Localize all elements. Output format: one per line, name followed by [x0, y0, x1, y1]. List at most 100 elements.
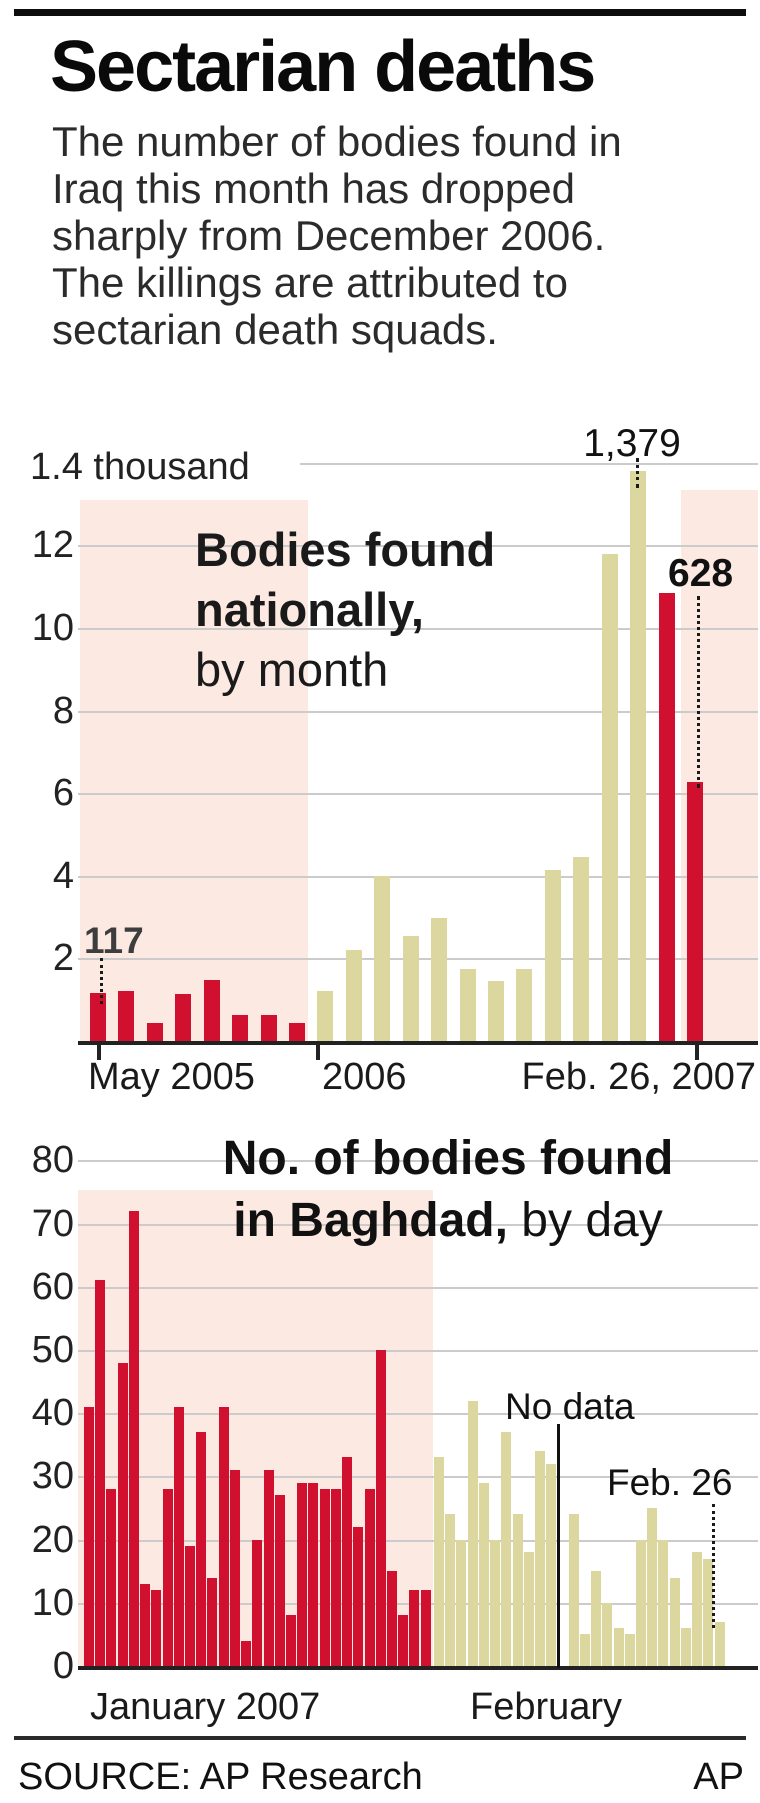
chart1-y-axis-unit-label: 1.4 thousand [30, 446, 250, 488]
source-credit: SOURCE: AP Research [18, 1756, 423, 1798]
bar-february-day-16 [602, 1603, 613, 1666]
bar-january-day-26 [364, 1489, 375, 1666]
bar-June-2005 [118, 991, 134, 1041]
bar-january-day-13 [218, 1407, 229, 1666]
intro-line: The number of bodies found in [52, 118, 622, 165]
chart1-title-line2: nationally, [195, 583, 424, 636]
bar-january-day-7 [151, 1590, 162, 1666]
bar-january-day-2 [95, 1280, 106, 1666]
chart1-y-tick-label-6: 6 [52, 772, 74, 814]
bar-february-day-23 [680, 1628, 691, 1666]
chart1-y-tick-label-12: 12 [31, 524, 74, 566]
intro-line: sectarian death squads. [52, 306, 498, 353]
chart1-x-label-2006: 2006 [322, 1056, 407, 1098]
chart1-tick-feb2007 [695, 1045, 699, 1060]
bar-january-day-21 [308, 1483, 319, 1666]
annotation-no-data: No data [505, 1386, 635, 1427]
annotation-117-leader-line [100, 958, 103, 1004]
bar-january-day-8 [162, 1489, 173, 1666]
bar-June-2006 [460, 969, 476, 1041]
bar-february-day-26 [714, 1622, 725, 1666]
bar-january-day-23 [330, 1489, 341, 1666]
bar-january-day-22 [319, 1489, 330, 1666]
bar-July-2005 [147, 1023, 163, 1041]
bar-january-day-18 [274, 1495, 285, 1666]
bar-february-day-14 [579, 1634, 590, 1666]
annotation-628: 628 [668, 552, 734, 595]
chart1-title: Bodies found nationally, by month [195, 520, 495, 700]
chart2-gridline-80 [78, 1160, 758, 1162]
bar-february-day-21 [658, 1540, 669, 1666]
bar-february-day-8 [512, 1514, 523, 1666]
chart1-y-tick-label-4: 4 [52, 855, 74, 897]
bar-february-day-5 [478, 1483, 489, 1666]
bar-january-day-10 [185, 1546, 195, 1666]
annotation-feb26-leader-line [712, 1504, 715, 1628]
intro-line: Iraq this month has dropped [52, 165, 575, 212]
bar-january-day-11 [196, 1432, 207, 1666]
bar-february-day-24 [692, 1552, 703, 1666]
bar-january-day-4 [117, 1363, 128, 1666]
bar-Nov--2006 [602, 554, 618, 1041]
bar-january-day-15 [241, 1641, 252, 1666]
bar-february-day-4 [467, 1401, 478, 1666]
bar-february-day-6 [490, 1540, 501, 1666]
chart2-gridline-50 [78, 1350, 758, 1352]
bar-february-day-1 [434, 1457, 444, 1666]
bar-january-day-20 [297, 1483, 308, 1666]
chart2-x-label-january: January 2007 [90, 1686, 321, 1728]
bar-Sept--2005 [204, 980, 220, 1041]
chart1-gridline-1400 [300, 463, 758, 465]
bar-May-2006 [431, 918, 447, 1041]
chart2-gridline-60 [78, 1287, 758, 1289]
chart2-title-line2-regular: by day [507, 1194, 663, 1247]
bar-Nov--2005 [261, 1015, 277, 1041]
bar-Jan--2007 [659, 593, 675, 1041]
bar-january-day-30 [409, 1590, 420, 1666]
chart2-y-tick-label-20: 20 [31, 1519, 74, 1561]
chart1-gridline-400 [78, 876, 758, 878]
chart1-highlight-band-2005 [80, 500, 308, 1043]
bar-february-day-22 [669, 1578, 680, 1666]
chart2-y-tick-label-60: 60 [31, 1266, 74, 1308]
chart1-x-axis [78, 1041, 758, 1045]
chart1-x-label-feb26-2007: Feb. 26, 2007 [521, 1056, 756, 1098]
bar-february-day-18 [624, 1634, 635, 1666]
bar-january-day-17 [263, 1470, 274, 1666]
chart1-tick-may2005 [97, 1045, 101, 1060]
bar-february-day-15 [591, 1571, 602, 1666]
bar-february-day-25 [703, 1559, 714, 1666]
chart1-title-line1: Bodies found [195, 523, 496, 576]
annotation-1379: 1,379 [583, 422, 681, 465]
bar-Oct--2005 [232, 1015, 248, 1041]
chart2-y-tick-label-80: 80 [31, 1139, 74, 1181]
bar-Aug--2006 [516, 969, 532, 1041]
bar-january-day-27 [375, 1350, 386, 1666]
chart2-y-tick-label-70: 70 [31, 1203, 74, 1245]
bar-Sept--2006 [545, 870, 561, 1041]
chart1-gridline-1200 [78, 545, 758, 547]
bar-July-2006 [488, 981, 504, 1041]
bar-february-day-17 [613, 1628, 624, 1666]
bar-january-day-29 [398, 1615, 409, 1666]
chart2-gridline-40 [78, 1413, 758, 1415]
top-rule [14, 9, 746, 16]
bar-february-day-3 [456, 1540, 467, 1666]
annotation-1379-leader-line [636, 458, 639, 488]
bar-Feb--2007 [687, 782, 703, 1041]
bar-february-day-9 [523, 1552, 534, 1666]
bar-february-day-13 [568, 1514, 579, 1666]
chart1-y-tick-label-10: 10 [31, 607, 74, 649]
bar-Aug--2005 [175, 994, 191, 1041]
chart2-gridline-70 [78, 1224, 758, 1226]
bar-january-day-19 [286, 1615, 296, 1666]
chart2-y-tick-label-30: 30 [31, 1455, 74, 1497]
bar-january-day-1 [84, 1407, 94, 1666]
bar-january-day-28 [386, 1571, 397, 1666]
chart1-title-line3: by month [195, 643, 389, 696]
bar-january-day-5 [128, 1211, 139, 1666]
bar-january-day-9 [173, 1407, 184, 1666]
annotation-628-leader-line [697, 596, 700, 788]
bar-Oct--2006 [573, 857, 589, 1041]
page-title: Sectarian deaths [50, 27, 596, 107]
